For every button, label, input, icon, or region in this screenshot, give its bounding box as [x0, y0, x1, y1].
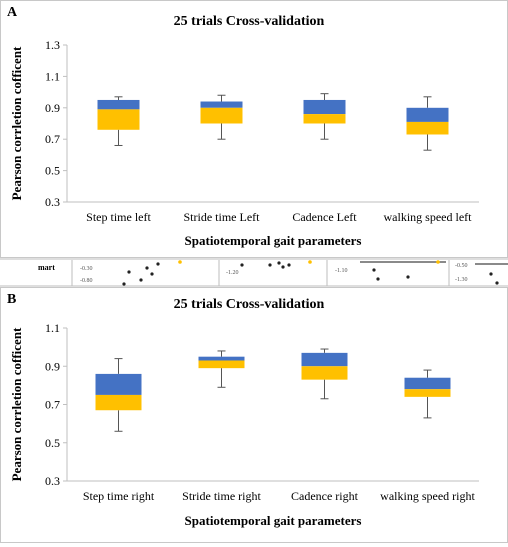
strip-label: -0.80 — [80, 278, 93, 284]
x-tick-label: Stride time Left — [184, 210, 261, 224]
strip-label: -1.30 — [455, 277, 468, 283]
y-tick-label: 0.7 — [45, 132, 60, 146]
box-upper-quartile — [97, 99, 140, 110]
y-tick-label: 0.3 — [45, 195, 60, 209]
chart-panel-a: A 25 trials Cross-validation 0.3 0.5 0.7 0.9… — [0, 0, 508, 258]
strip-label: -0.50 — [455, 263, 468, 269]
box-lower-quartile — [301, 366, 348, 380]
x-tick-label: walking speed right — [380, 489, 475, 503]
box-lower-quartile — [406, 121, 449, 135]
box-upper-quartile — [404, 377, 451, 390]
box-upper-quartile — [198, 356, 245, 361]
strip-label: mart — [38, 263, 55, 272]
panel-letter: B — [7, 292, 17, 307]
y-tick-label: 1.1 — [45, 321, 60, 335]
x-tick-label: Stride time right — [182, 489, 261, 503]
box-upper-quartile — [95, 373, 142, 395]
y-axis-label: Pearson corrletion cofficent — [9, 46, 24, 200]
box-upper-quartile — [301, 352, 348, 367]
strip-label: -0.30 — [80, 266, 93, 272]
box-upper-quartile — [303, 99, 346, 115]
x-tick-label: Cadence right — [291, 489, 359, 503]
x-tick-label: Cadence Left — [292, 210, 357, 224]
y-tick-label: 1.1 — [45, 69, 60, 83]
x-tick-label: walking speed left — [384, 210, 473, 224]
x-tick-label: Step time left — [86, 210, 151, 224]
chart-panel-b: B 25 trials Cross-validation 0.3 0.5 0.7 0.9… — [0, 287, 508, 543]
y-tick-label: 1.3 — [45, 38, 60, 52]
box-plot-b: 25 trials Cross-validation 0.3 0.5 0.7 0.9 1.… — [9, 297, 479, 528]
box-lower-quartile — [95, 394, 142, 411]
box-lower-quartile — [200, 107, 243, 124]
box-lower-quartile — [198, 360, 245, 369]
box-upper-quartile — [200, 101, 243, 108]
box-lower-quartile — [404, 389, 451, 397]
y-tick-label: 0.9 — [45, 359, 60, 373]
x-axis-label: Spatiotemporal gait parameters — [185, 513, 362, 528]
y-axis-label: Pearson corrletion cofficent — [9, 327, 24, 481]
x-tick-label: Step time right — [83, 489, 155, 503]
panel-letter: A — [7, 5, 18, 20]
y-tick-label: 0.5 — [45, 436, 60, 450]
strip-label: -1.20 — [226, 270, 239, 276]
box-lower-quartile — [97, 109, 140, 130]
y-tick-label: 0.7 — [45, 398, 60, 412]
y-tick-label: 0.3 — [45, 474, 60, 488]
x-axis-label: Spatiotemporal gait parameters — [185, 233, 362, 248]
box-lower-quartile — [303, 114, 346, 124]
chart-title: 25 trials Cross-validation — [174, 14, 325, 29]
box-upper-quartile — [406, 107, 449, 122]
cropped-figure-strip: mart -0.30 -0.80 -1.20 -1.10 -0.50 -1.30 — [0, 258, 508, 287]
strip-label: -1.10 — [335, 268, 348, 274]
box-plot-a: 25 trials Cross-validation 0.3 0.5 0.7 0.9 1.… — [9, 14, 479, 248]
y-tick-label: 0.5 — [45, 164, 60, 178]
y-tick-label: 0.9 — [45, 101, 60, 115]
chart-title: 25 trials Cross-validation — [174, 297, 325, 312]
